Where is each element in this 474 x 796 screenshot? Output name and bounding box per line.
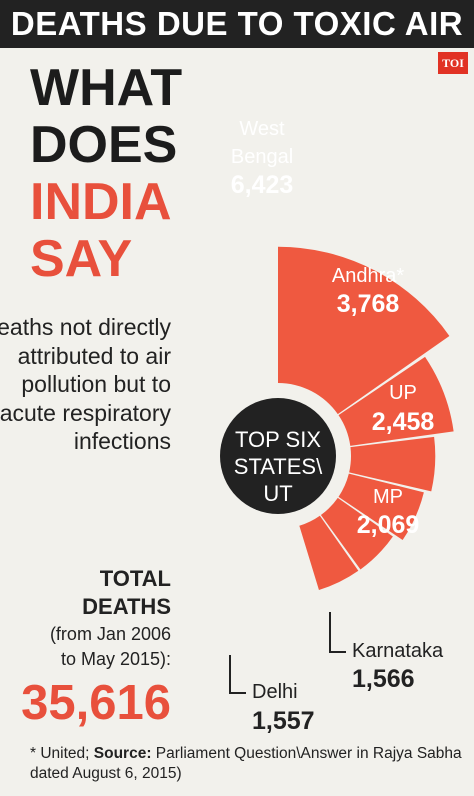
header-title: DEATHS DUE TO TOXIC AIR xyxy=(0,0,474,48)
label-karnataka-value: 1,566 xyxy=(352,665,415,693)
headline-line-3: INDIA xyxy=(30,173,172,231)
footnote-source-label: Source: xyxy=(93,745,152,762)
segment-karnataka xyxy=(320,497,393,570)
headline-line-2: DOES xyxy=(30,116,178,174)
segment-delhi xyxy=(299,515,359,590)
total-value: 35,616 xyxy=(21,676,171,730)
chart-segments xyxy=(278,246,454,590)
footnote-prefix: * United; xyxy=(30,745,94,762)
footnote-text: Parliament Question\Answer in Rajya Sabh… xyxy=(30,745,462,782)
label-up-value: 2,458 xyxy=(372,408,435,436)
label-andhra-name: Andhra* xyxy=(332,265,404,287)
segment-mp xyxy=(338,473,424,541)
center-label-line-3: UT xyxy=(263,481,292,506)
chart-labels: West Bengal 6,423 Andhra* 3,768 UP 2,458 MP 2,06… xyxy=(231,118,444,735)
description: Deaths not directly attributed to air po… xyxy=(0,314,171,454)
center-label-line-2: STATES\ xyxy=(234,454,323,479)
segment-up xyxy=(349,436,436,492)
label-west-bengal-name-1: West xyxy=(239,118,285,140)
label-mp-name: MP xyxy=(373,486,403,508)
label-karnataka-name: Karnataka xyxy=(352,640,444,662)
headline-line-4: SAY xyxy=(30,230,133,288)
label-west-bengal-value: 6,423 xyxy=(231,171,294,199)
total-label: TOTAL DEATHS xyxy=(82,565,171,621)
segment-andhra xyxy=(338,356,454,446)
total-period: (from Jan 2006 to May 2015): xyxy=(50,622,171,672)
label-andhra-value: 3,768 xyxy=(337,290,400,318)
headline: WHAT DOES INDIA SAY xyxy=(30,60,182,288)
total-label-line-2: DEATHS xyxy=(82,594,171,619)
label-delhi-name: Delhi xyxy=(252,681,298,703)
center-label-line-1: TOP SIX xyxy=(235,427,321,452)
footnote: * United; Source: Parliament Question\An… xyxy=(30,744,470,784)
segment-west-bengal xyxy=(278,246,450,415)
label-west-bengal-name-2: Bengal xyxy=(231,146,293,168)
leader-line-karnataka xyxy=(329,612,346,653)
label-mp-value: 2,069 xyxy=(357,511,420,539)
chart-leader-lines xyxy=(229,612,346,694)
total-period-line-2: to May 2015): xyxy=(60,649,171,669)
headline-line-1: WHAT xyxy=(30,59,183,117)
total-label-line-1: TOTAL xyxy=(99,566,171,591)
total-period-line-1: (from Jan 2006 xyxy=(49,624,171,644)
label-up-name: UP xyxy=(389,382,417,404)
center-circle xyxy=(220,398,336,514)
toi-logo: TOI xyxy=(438,52,468,74)
label-delhi-value: 1,557 xyxy=(252,707,315,735)
leader-line-delhi xyxy=(229,655,246,694)
